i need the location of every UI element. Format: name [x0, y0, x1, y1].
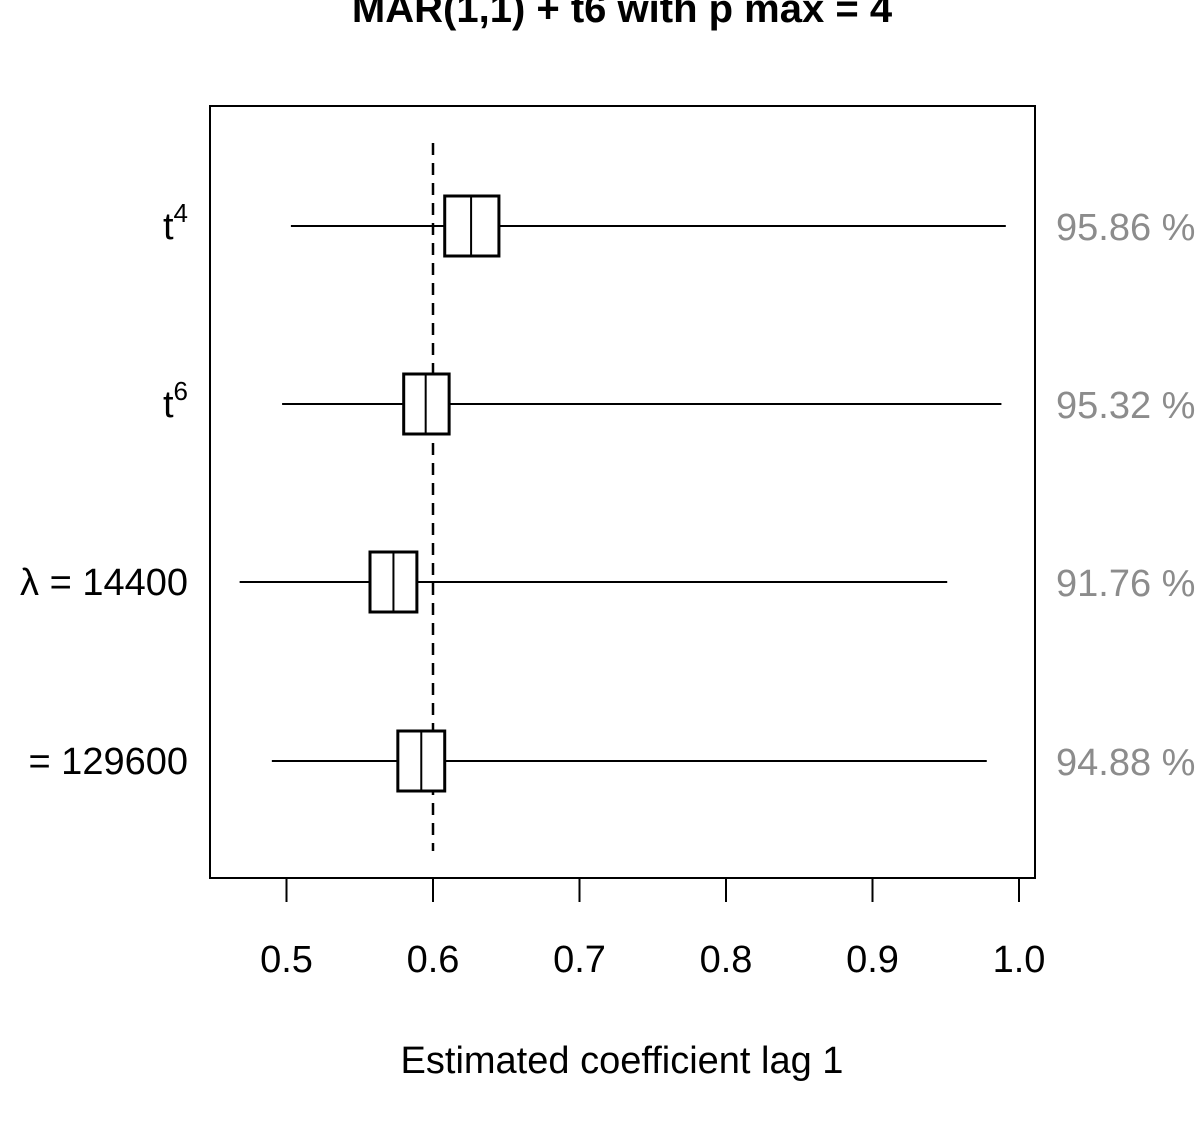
chart-title: MAR(1,1) + t6 with p max = 4 — [352, 0, 893, 31]
series-row: = 129600 94.88 % — [28, 729, 1195, 793]
x-tick-label: 0.8 — [700, 939, 753, 981]
series-row: λ = 14400 91.76 % — [20, 550, 1195, 614]
coverage-label: 95.32 % — [1056, 385, 1195, 427]
x-tick-label: 0.5 — [260, 939, 313, 981]
series-row: t6 95.32 % — [163, 372, 1195, 436]
row-label: = 129600 — [28, 741, 188, 783]
row-label: t6 — [163, 376, 188, 426]
row-label-superscript: 4 — [174, 198, 188, 228]
row-label-base: t — [163, 206, 174, 248]
x-tick-label: 0.7 — [553, 939, 606, 981]
row-label-superscript: 6 — [174, 376, 188, 406]
row-label-base: t — [163, 384, 174, 426]
x-tick-label: 1.0 — [993, 939, 1046, 981]
coverage-label: 94.88 % — [1056, 742, 1195, 784]
plot-frame — [209, 105, 1036, 879]
coverage-label: 91.76 % — [1056, 563, 1195, 605]
x-tick-label: 0.9 — [846, 939, 899, 981]
series-row: t4 95.86 % — [163, 194, 1195, 258]
row-label: t4 — [163, 198, 188, 248]
x-tick-label: 0.6 — [407, 939, 460, 981]
coverage-label: 95.86 % — [1056, 207, 1195, 249]
row-label: λ = 14400 — [20, 562, 188, 604]
x-axis-label: Estimated coefficient lag 1 — [401, 1040, 844, 1082]
